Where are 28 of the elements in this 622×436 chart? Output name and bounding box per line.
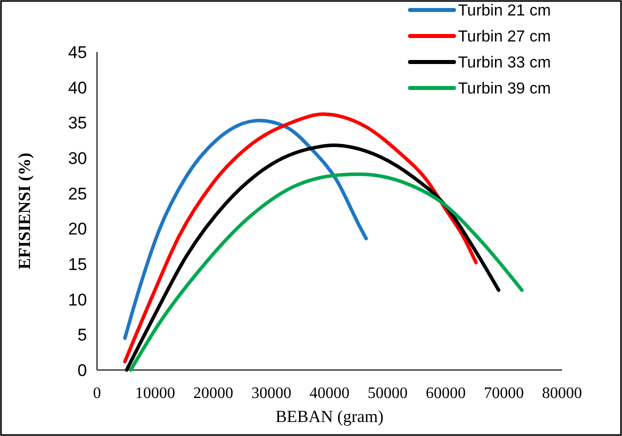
y-tick-label: 20 bbox=[68, 220, 87, 239]
x-tick-label: 40000 bbox=[310, 385, 350, 402]
x-tick-label: 20000 bbox=[193, 385, 234, 402]
y-tick-label: 30 bbox=[68, 148, 87, 168]
y-tick-label: 15 bbox=[68, 254, 87, 274]
x-tick-label: 10000 bbox=[135, 385, 176, 402]
legend-label: Turbin 33 cm bbox=[458, 54, 551, 72]
line-series bbox=[128, 172, 524, 372]
y-tick-label: 0 bbox=[78, 360, 87, 380]
x-tick-label: 60000 bbox=[426, 385, 466, 402]
x-axis-title: BEBAN (gram) bbox=[275, 407, 384, 426]
legend-label: Turbin 39 cm bbox=[458, 80, 551, 98]
x-tick-label: 70000 bbox=[484, 385, 524, 402]
y-tick-label: 10 bbox=[68, 290, 87, 310]
y-tick-label: 40 bbox=[68, 78, 87, 98]
x-tick-label: 50000 bbox=[368, 385, 408, 402]
y-tick-label: 45 bbox=[68, 42, 87, 62]
y-axis-title: EFISIENSI (%) bbox=[15, 152, 34, 270]
x-tick-label: 30000 bbox=[251, 385, 292, 402]
legend-label: Turbin 27 cm bbox=[458, 28, 551, 46]
line-series bbox=[123, 118, 368, 340]
x-tick-label: 0 bbox=[93, 385, 101, 402]
legend-label: Turbin 21 cm bbox=[458, 2, 551, 20]
y-tick-label: 35 bbox=[68, 114, 87, 133]
y-tick-label: 25 bbox=[68, 184, 87, 204]
y-tick-label: 5 bbox=[78, 326, 87, 345]
line-series bbox=[123, 112, 478, 364]
x-tick-label: 80000 bbox=[542, 385, 582, 402]
